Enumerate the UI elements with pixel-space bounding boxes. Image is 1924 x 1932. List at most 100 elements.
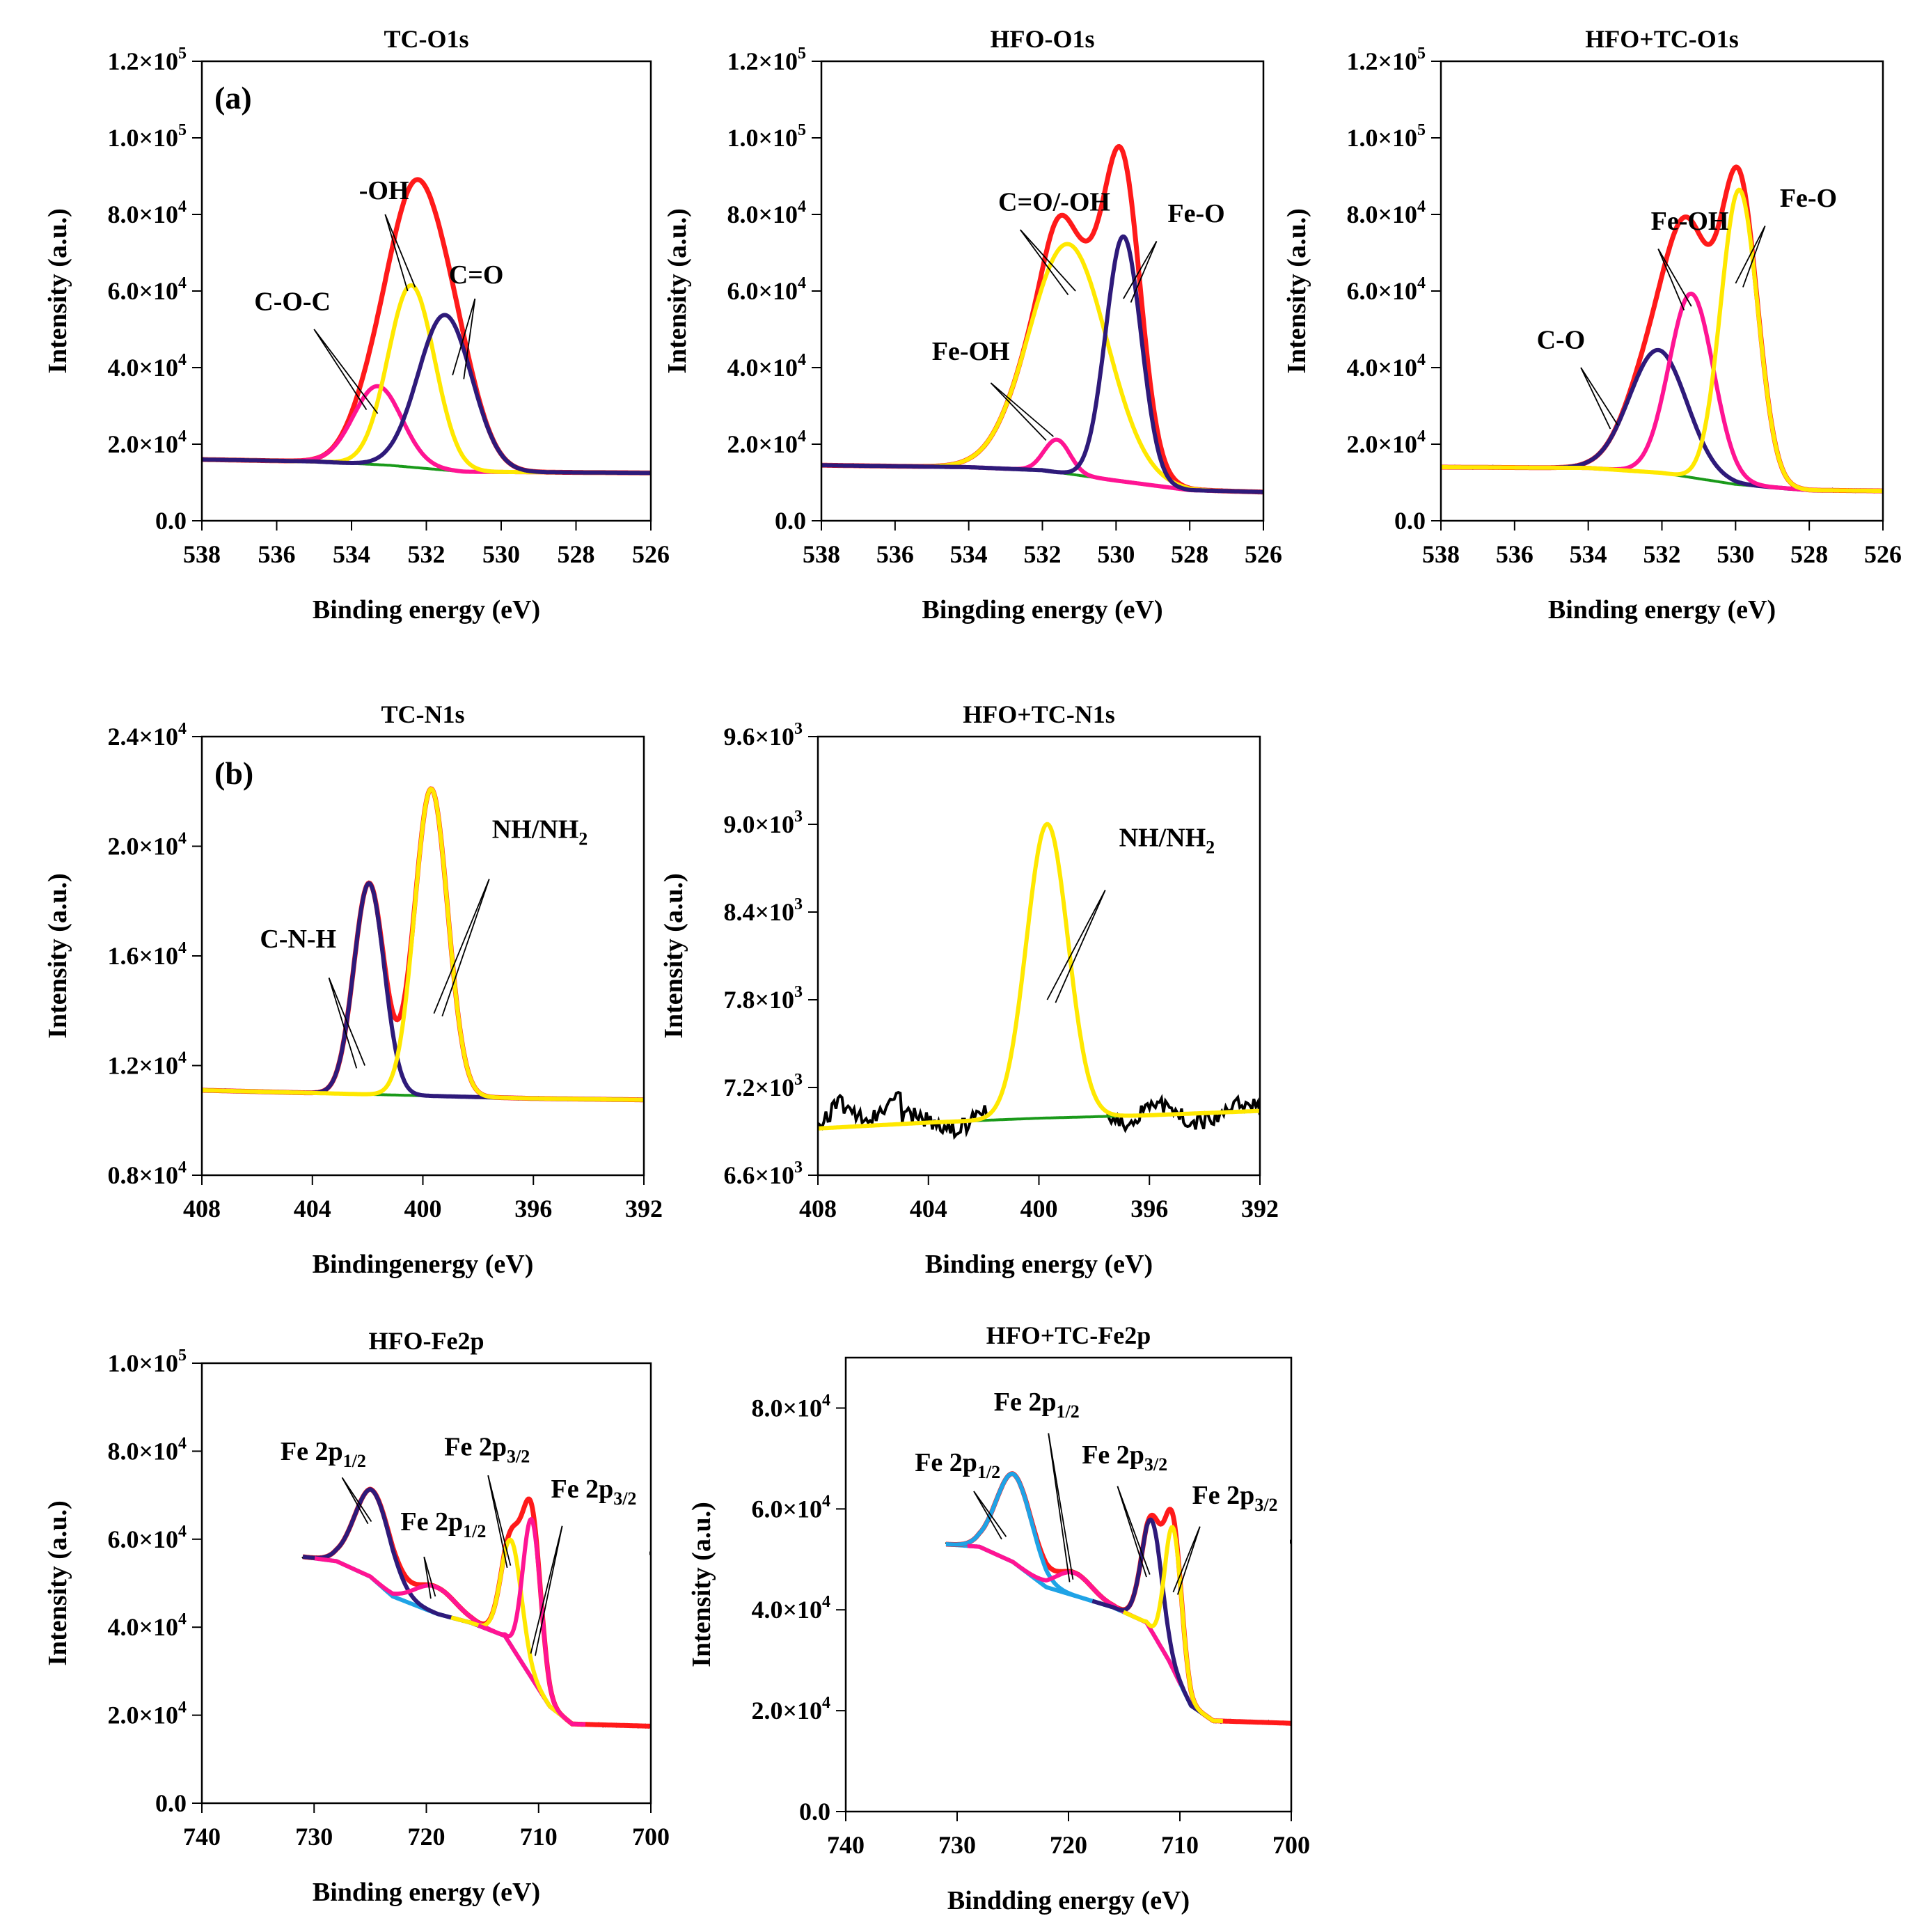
- chart-tc_n1s: TC-N1s 408 404 400 396 392 0.8×104 1.2×104 1.6×1…: [43, 700, 663, 1279]
- y-tick-label: 6.0×104: [1346, 274, 1426, 305]
- x-tick-label: 710: [520, 1823, 558, 1851]
- x-tick-label: 538: [183, 540, 221, 568]
- annotation-arrow: [1176, 1526, 1201, 1595]
- y-tick-label: 6.0×104: [107, 274, 187, 305]
- x-tick-label: 532: [1024, 540, 1062, 568]
- y-tick-label: 1.2×105: [1346, 45, 1426, 75]
- annotation-arrow: [433, 879, 490, 1014]
- annotation-arrow: [1048, 1433, 1071, 1582]
- y-tick-label: 1.6×104: [107, 939, 187, 970]
- curves: [202, 177, 651, 476]
- annotation-label: -OH: [359, 176, 409, 205]
- x-tick-label: 408: [183, 1195, 221, 1223]
- annotation-arrow: [1117, 1486, 1147, 1578]
- annotation-arrow: [423, 1556, 436, 1597]
- annotation-arrow: [441, 879, 490, 1016]
- peak-nh-nh2: [202, 787, 644, 1102]
- x-tick-label: 404: [294, 1195, 331, 1223]
- y-tick-label: 2.0×104: [107, 830, 187, 861]
- x-tick-label: 392: [625, 1195, 663, 1223]
- y-tick-label: 1.2×105: [107, 45, 187, 75]
- annotation-arrow: [1123, 241, 1158, 299]
- y-tick-label: 6.0×104: [751, 1492, 830, 1523]
- y-tick-label: 2.0×104: [751, 1694, 830, 1725]
- annotation-label: C=O: [449, 260, 504, 290]
- raw-data-line: [945, 1472, 1291, 1727]
- x-tick-label: 710: [1161, 1831, 1199, 1859]
- x-tick-label: 396: [514, 1195, 552, 1223]
- chart-title: TC-N1s: [381, 700, 464, 728]
- peak-fe-2p3-2-a: [450, 1537, 574, 1726]
- peak-nh-nh2: [818, 822, 1260, 1131]
- y-tick-label: 1.0×105: [1346, 121, 1426, 152]
- y-tick-label: 7.8×103: [723, 983, 803, 1014]
- y-tick-label: 1.2×105: [727, 45, 806, 75]
- plot-frame: [200, 60, 652, 522]
- x-tick-label: 396: [1130, 1195, 1168, 1223]
- panel-label: (a): [214, 80, 252, 116]
- y-tick-label: 2.4×104: [107, 720, 187, 751]
- x-tick-label: 392: [1241, 1195, 1279, 1223]
- y-tick-label: 6.0×104: [727, 274, 806, 305]
- x-axis-label: Bindingenergy (eV): [313, 1250, 534, 1279]
- annotation-label: Fe 2p3/2: [444, 1433, 530, 1467]
- envelope-line: [946, 1471, 1291, 1726]
- annotation-arrow: [423, 1556, 432, 1599]
- annotation-arrow: [1735, 226, 1766, 284]
- y-tick-label: 2.0×104: [1346, 427, 1426, 458]
- chart-hfo_tc_n1s: HFO+TC-N1s 408 404 400 396 392 6.6×103 7.2×103 7…: [659, 700, 1279, 1279]
- background-line: [1441, 466, 1883, 493]
- y-tick-label: 6.6×103: [723, 1159, 803, 1189]
- x-tick-label: 530: [1097, 540, 1135, 568]
- y-tick-label: 2.0×104: [727, 427, 806, 458]
- annotation-label: Fe-O: [1167, 199, 1224, 228]
- chart-hfo_fe2p: HFO-Fe2p 740 730 720 710 700 0.0 2.0×104 4.0×104…: [43, 1327, 670, 1907]
- y-tick-label: 8.0×104: [751, 1391, 830, 1422]
- annotation-label: Fe 2p1/2: [400, 1507, 486, 1541]
- y-tick-label: 1.2×104: [107, 1049, 187, 1080]
- curves: [818, 822, 1260, 1140]
- plot-frame: [200, 735, 645, 1177]
- y-axis-label: Intensity (a.u.): [659, 873, 688, 1039]
- annotation-arrow: [1055, 890, 1106, 1003]
- x-axis-label: Binding energy (eV): [313, 1878, 540, 1907]
- peak-c-n-h: [202, 881, 644, 1102]
- y-tick-label: 9.6×103: [723, 720, 803, 751]
- chart-title: TC-O1s: [384, 25, 468, 53]
- peak-fe-2p3-2-b: [477, 1516, 586, 1727]
- y-tick-label: 8.0×104: [107, 1434, 187, 1465]
- x-axis-label: Bingding energy (eV): [922, 595, 1162, 625]
- x-axis-label: Binding energy (eV): [313, 595, 540, 625]
- x-tick-label: 532: [408, 540, 445, 568]
- annotation-label: Fe 2p3/2: [1192, 1481, 1278, 1515]
- chart-tc_o1s: TC-O1s 538 536 534 532 530 528 526 0.0 2.0×104 4.0…: [43, 25, 670, 625]
- chart-title: HFO+TC-Fe2p: [986, 1321, 1151, 1349]
- peak-fe-2p1-2-a: [946, 1471, 1122, 1613]
- peak-fe-oh: [1441, 291, 1883, 494]
- annotation-label: Fe 2p3/2: [1082, 1440, 1167, 1475]
- peak-fe-2p3-2-a: [1091, 1517, 1213, 1722]
- chart-title: HFO-Fe2p: [369, 1327, 484, 1355]
- x-axis-label: Binding energy (eV): [925, 1250, 1153, 1279]
- annotation-arrow: [990, 382, 1054, 437]
- annotation-arrow: [1117, 1486, 1151, 1575]
- annotation-label: C=O/-OH: [998, 188, 1110, 217]
- annotation-arrow: [313, 329, 379, 414]
- y-tick-label: 2.0×104: [107, 427, 187, 458]
- chart-hfo_tc_o1s: HFO+TC-O1s 538 536 534 532 530 528 526 0.0 2.0×10…: [1282, 25, 1902, 625]
- peak-fe-2p1-2-b: [314, 1556, 558, 1713]
- x-axis-label: Bindding energy (eV): [947, 1886, 1190, 1915]
- x-tick-label: 536: [876, 540, 914, 568]
- plot-frame: [1440, 60, 1884, 522]
- annotation-label: C-O: [1537, 326, 1586, 355]
- curves: [301, 1486, 651, 1729]
- annotation-arrow: [328, 977, 365, 1066]
- annotation-arrow: [1130, 241, 1158, 303]
- x-tick-label: 700: [632, 1823, 670, 1851]
- plot-frame: [200, 1362, 652, 1805]
- y-tick-label: 4.0×104: [751, 1593, 830, 1624]
- chart-hfo_tc_fe2p: HFO+TC-Fe2p 740 730 720 710 700 0.0 2.0×104 4.0×…: [687, 1321, 1310, 1915]
- panel-label: (b): [214, 755, 253, 791]
- y-tick-label: 8.4×103: [723, 895, 803, 926]
